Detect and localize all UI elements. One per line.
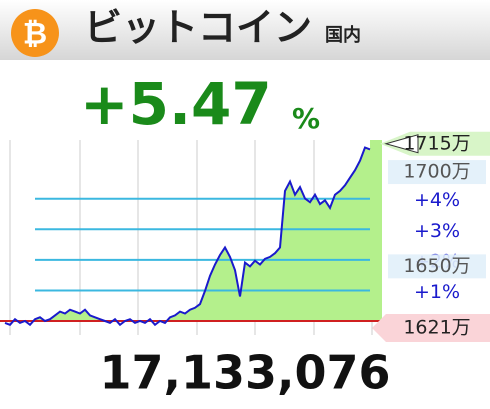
y-tick-label: 1700万 bbox=[403, 161, 470, 183]
y2-tick-label: +1% bbox=[414, 281, 460, 303]
change-unit: % bbox=[292, 102, 320, 135]
right-band bbox=[370, 140, 382, 322]
tick-label-bg bbox=[388, 160, 486, 185]
chart-subtitle: 国内 bbox=[325, 24, 361, 46]
coin-icon bbox=[11, 9, 59, 57]
y-tick-label: 1650万 bbox=[403, 255, 470, 277]
y2-tick-label: +4% bbox=[414, 189, 460, 211]
tick-label-bg bbox=[388, 254, 486, 279]
chart-title: ビットコイン bbox=[84, 6, 312, 50]
coin-symbol: ₿ bbox=[23, 17, 47, 52]
baseline-label: 1621万 bbox=[403, 317, 470, 339]
y2-tick-label: +3% bbox=[414, 220, 460, 242]
line bbox=[4, 146, 371, 327]
change-value: +5.47 bbox=[80, 70, 272, 138]
header-bar bbox=[0, 0, 490, 60]
area bbox=[13, 147, 370, 322]
price: 17,133,076 bbox=[99, 346, 390, 400]
last-label: 1715万 bbox=[403, 132, 470, 154]
baseline-tag bbox=[372, 314, 490, 343]
last-arrow bbox=[384, 134, 419, 154]
